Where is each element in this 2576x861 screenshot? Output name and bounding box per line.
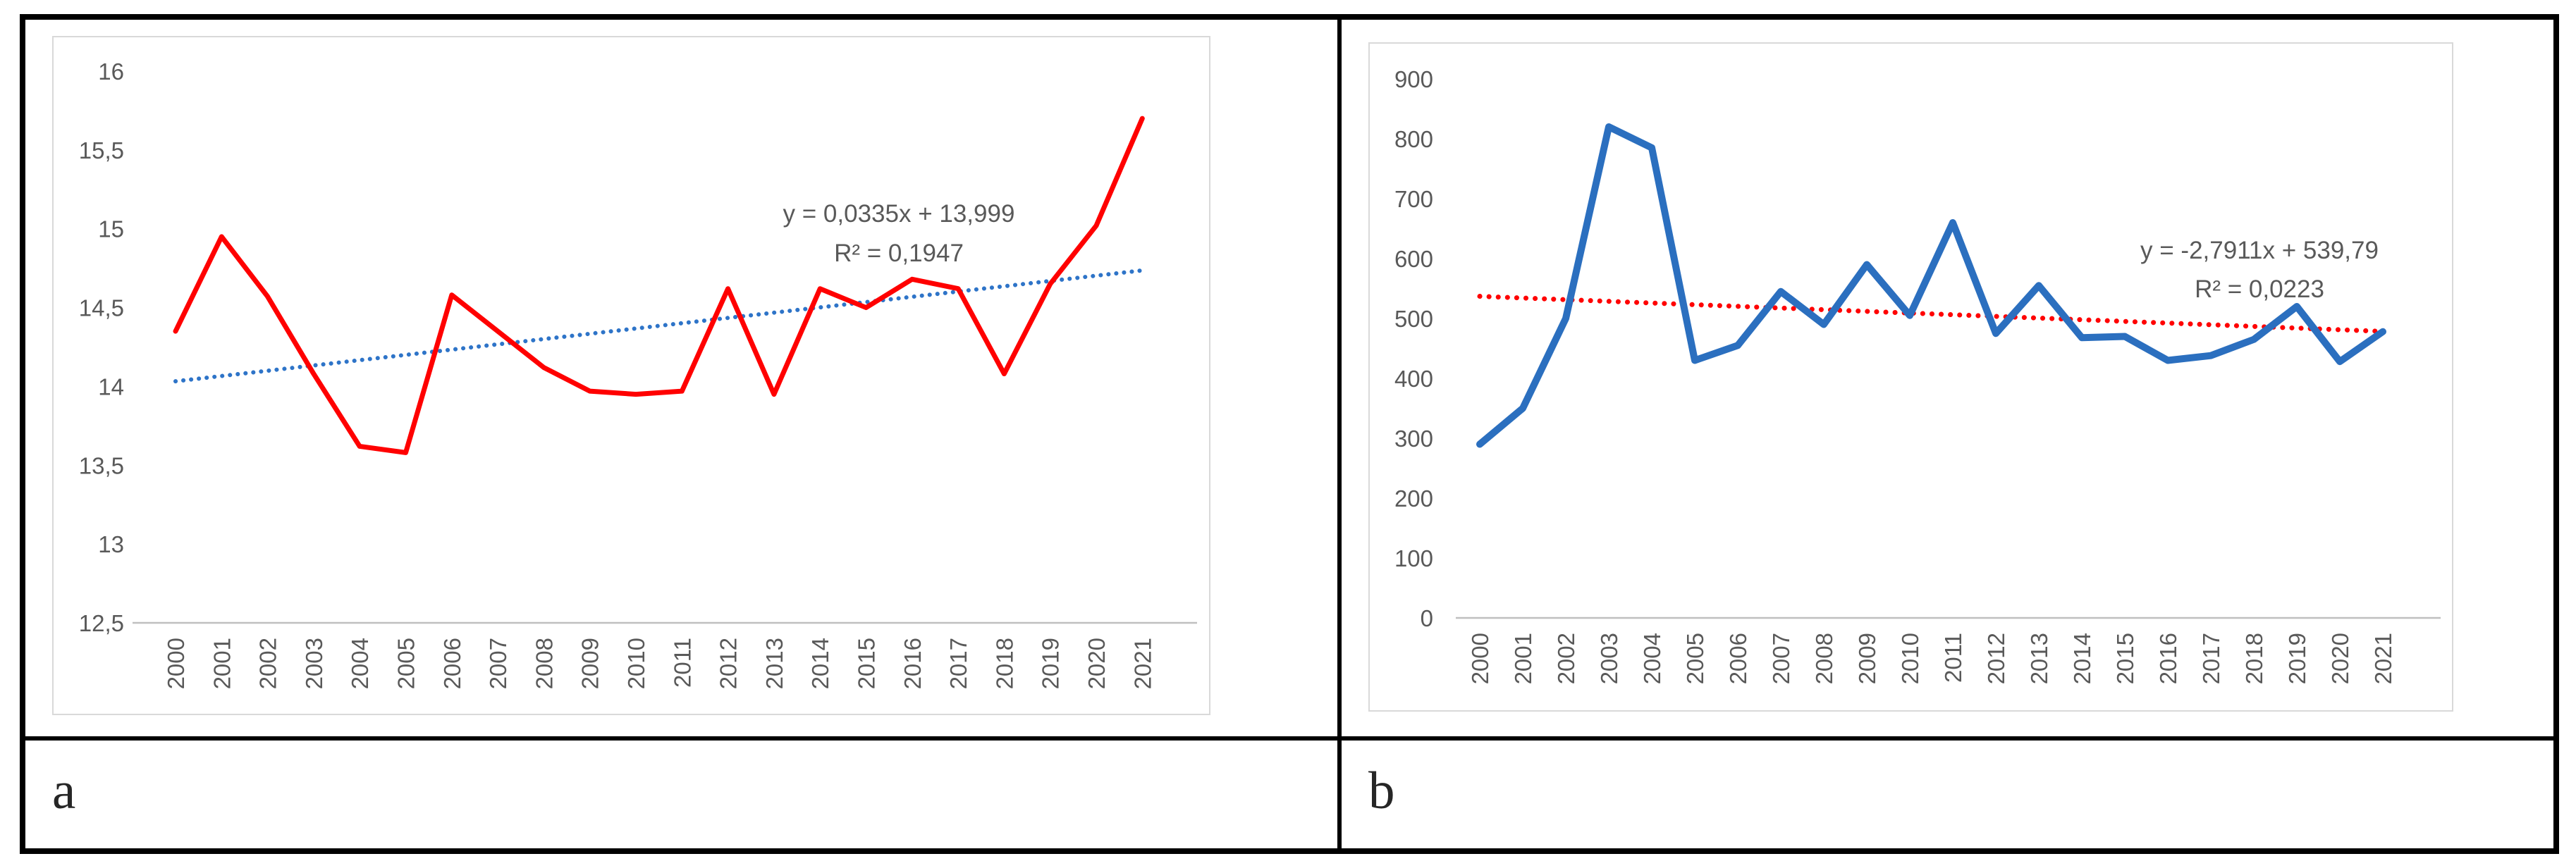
- trendline: [1477, 294, 2386, 334]
- y-tick-label: 300: [1394, 426, 1433, 452]
- y-tick-label: 200: [1394, 485, 1433, 512]
- y-tick-label: 600: [1394, 246, 1433, 272]
- panel-b-chart-cell: 0 100 200 300 400 500 600 700 800 900 2000 2001 2002…: [1342, 20, 2553, 736]
- y-tick-label: 400: [1394, 366, 1433, 392]
- y-tick-label: 700: [1394, 186, 1433, 212]
- table-horizontal-divider-left: [25, 736, 1337, 741]
- x-tick-label: 2020: [2327, 633, 2353, 684]
- y-tick-label: 500: [1394, 306, 1433, 332]
- x-tick-label: 2002: [255, 638, 281, 689]
- x-tick-label: 2001: [1510, 633, 1536, 684]
- trend-equation-label: y = -2,7911x + 539,79: [2140, 237, 2379, 264]
- table-horizontal-divider-right: [1342, 736, 2553, 741]
- y-tick-label: 100: [1394, 545, 1433, 571]
- trend-equation-label: y = 0,0335x + 13,999: [783, 200, 1015, 228]
- chart-b-plot-box: 0 100 200 300 400 500 600 700 800 900 2000 2001 2002…: [1368, 42, 2453, 712]
- x-tick-label: 2004: [347, 638, 373, 689]
- y-tick-label: 900: [1394, 66, 1433, 92]
- x-tick-label: 2010: [1897, 633, 1923, 684]
- x-tick-label: 2009: [577, 638, 603, 689]
- trend-r2-label: R² = 0,0223: [2195, 275, 2324, 303]
- x-tick-label: 2006: [439, 638, 465, 689]
- y-tick-label: 14,5: [79, 295, 124, 321]
- x-tick-label: 2016: [2155, 633, 2181, 684]
- x-tick-label: 2014: [807, 638, 833, 689]
- x-tick-label: 2000: [163, 638, 189, 689]
- x-tick-label: 2015: [2112, 633, 2138, 684]
- x-tick-label: 2017: [2198, 633, 2224, 684]
- x-tick-label: 2005: [1682, 633, 1708, 684]
- x-tick-label: 2012: [1983, 633, 2009, 684]
- x-tick-label: 2009: [1854, 633, 1880, 684]
- figure-table: 12,5 13 13,5 14 14,5 15 15,5 16 2000 2001 2002 2003…: [20, 14, 2559, 854]
- x-tick-label: 2007: [1768, 633, 1794, 684]
- table-vertical-divider: [1337, 20, 1342, 848]
- y-tick-label: 800: [1394, 126, 1433, 152]
- x-tick-label: 2003: [1596, 633, 1622, 684]
- x-tick-label: 2002: [1553, 633, 1579, 684]
- series-line: [1476, 123, 2386, 448]
- x-tick-label: 2008: [531, 638, 557, 689]
- x-tick-label: 2014: [2069, 633, 2095, 684]
- x-tick-label: 2019: [2284, 633, 2310, 684]
- y-tick-label: 0: [1421, 605, 1433, 631]
- x-tick-label: 2000: [1467, 633, 1493, 684]
- x-tick-label: 2008: [1811, 633, 1837, 684]
- y-tick-label: 14: [98, 373, 124, 399]
- trendline: [173, 268, 1145, 384]
- x-tick-label: 2012: [716, 638, 742, 689]
- x-tick-label: 2004: [1639, 633, 1665, 684]
- x-tick-label: 2007: [485, 638, 511, 689]
- chart-a-canvas: 12,5 13 13,5 14 14,5 15 15,5 16 2000 2001 2002 2003…: [79, 58, 1197, 689]
- chart-a-plot-box: 12,5 13 13,5 14 14,5 15 15,5 16 2000 2001 2002 2003…: [52, 36, 1210, 715]
- x-tick-label: 2005: [393, 638, 419, 689]
- x-tick-label: 2013: [761, 638, 787, 689]
- x-tick-label: 2020: [1084, 638, 1110, 689]
- panel-b-label-cell: b: [1342, 741, 2553, 848]
- chart-b-canvas: 0 100 200 300 400 500 600 700 800 900 2000 2001 2002…: [1394, 66, 2441, 684]
- series-line: [173, 116, 1145, 455]
- x-tick-label: 2015: [854, 638, 880, 689]
- y-tick-label: 16: [98, 58, 124, 85]
- x-tick-label: 2013: [2026, 633, 2052, 684]
- x-tick-label: 2019: [1038, 638, 1064, 689]
- x-tick-label: 2016: [900, 638, 926, 689]
- y-tick-label: 13,5: [79, 452, 124, 478]
- y-tick-label: 12,5: [79, 610, 124, 636]
- x-tick-label: 2001: [209, 638, 235, 689]
- x-tick-label: 2010: [623, 638, 649, 689]
- panel-b-label: b: [1368, 762, 1395, 820]
- x-tick-label: 2003: [301, 638, 327, 689]
- x-tick-label: 2011: [1940, 633, 1966, 683]
- x-tick-label: 2011: [669, 638, 695, 688]
- x-tick-label: 2021: [2370, 633, 2396, 684]
- x-tick-label: 2006: [1725, 633, 1751, 684]
- y-tick-label: 15,5: [79, 137, 124, 163]
- y-tick-label: 13: [98, 531, 124, 557]
- y-tick-label: 15: [98, 216, 124, 242]
- x-tick-label: 2018: [991, 638, 1017, 689]
- panel-a-label-cell: a: [25, 741, 1337, 848]
- panel-a-label: a: [52, 762, 76, 820]
- x-tick-label: 2017: [945, 638, 971, 689]
- trend-r2-label: R² = 0,1947: [834, 240, 964, 267]
- x-tick-label: 2018: [2241, 633, 2267, 684]
- panel-a-chart-cell: 12,5 13 13,5 14 14,5 15 15,5 16 2000 2001 2002 2003…: [25, 20, 1337, 736]
- x-tick-label: 2021: [1129, 638, 1155, 689]
